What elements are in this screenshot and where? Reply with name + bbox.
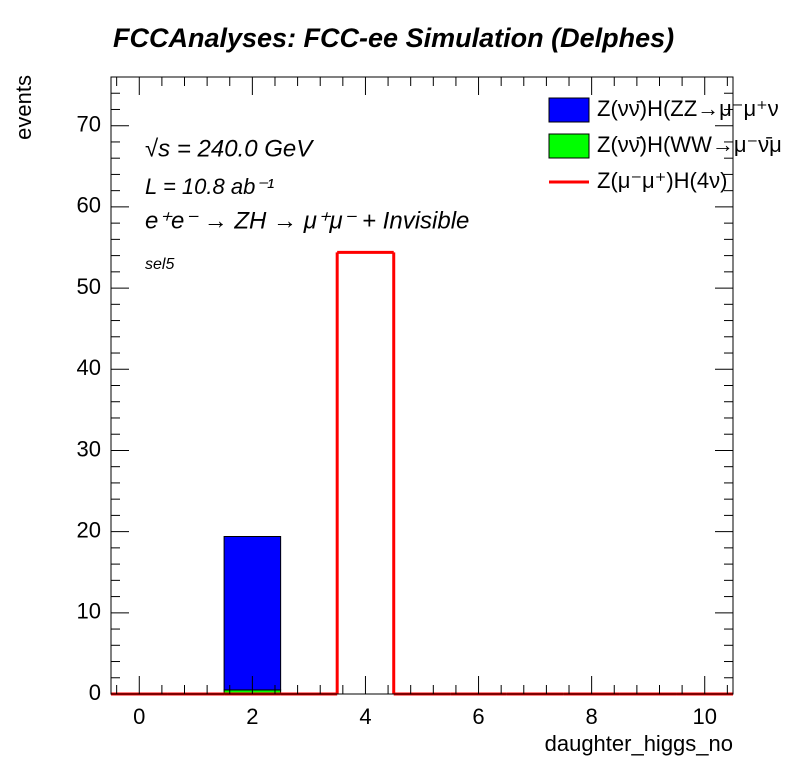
x-tick-label: 6 <box>472 704 484 729</box>
y-tick-label: 0 <box>89 680 101 705</box>
x-tick-label: 0 <box>133 704 145 729</box>
y-tick-label: 50 <box>77 274 101 299</box>
legend-label: Z(νν̄)H(WW→μ⁻ν̄μ <box>597 132 782 157</box>
y-tick-label: 10 <box>77 599 101 624</box>
chart-title: FCCAnalyses: FCC-ee Simulation (Delphes) <box>113 23 674 53</box>
annotation: sel5 <box>145 256 174 273</box>
x-tick-label: 2 <box>246 704 258 729</box>
bar <box>223 536 282 691</box>
annotation: √s = 240.0 GeV <box>145 135 314 162</box>
annotation: e⁺e⁻ → ZH → μ⁺μ⁻ + Invisible <box>145 207 469 234</box>
x-tick-label: 4 <box>359 704 371 729</box>
legend-swatch <box>548 97 590 123</box>
legend-label: Z(μ⁻μ⁺)H(4ν) <box>597 168 727 193</box>
y-tick-label: 30 <box>77 436 101 461</box>
x-tick-label: 10 <box>692 704 716 729</box>
y-tick-label: 70 <box>77 112 101 137</box>
legend-swatch <box>548 133 590 159</box>
legend-label: Z(νν̄)H(ZZ→μ⁻μ⁺ν <box>597 96 779 121</box>
annotation: L = 10.8 ab⁻¹ <box>145 174 274 199</box>
x-tick-label: 8 <box>586 704 598 729</box>
y-tick-label: 20 <box>77 517 101 542</box>
y-tick-label: 60 <box>77 193 101 218</box>
x-axis-label: daughter_higgs_no <box>545 731 733 756</box>
y-tick-label: 40 <box>77 355 101 380</box>
y-axis-label: events <box>11 75 36 140</box>
